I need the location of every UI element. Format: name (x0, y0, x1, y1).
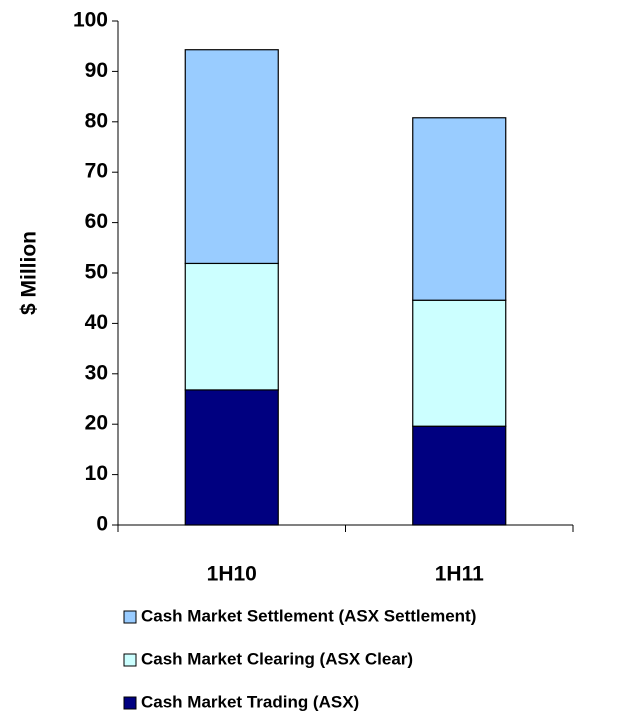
bar-segment (412, 117, 507, 301)
y-tick-label: 70 (85, 160, 108, 183)
y-tick-label: 20 (85, 412, 108, 435)
legend-swatch (123, 610, 137, 624)
legend-label: Cash Market Trading (ASX) (141, 692, 359, 711)
legend-swatch (123, 653, 137, 667)
y-tick-label: 50 (85, 261, 108, 284)
legend-label: Cash Market Settlement (ASX Settlement) (141, 606, 476, 625)
x-tick-label: 1H10 (207, 563, 257, 586)
bar-segment (184, 262, 279, 391)
legend-label: Cash Market Clearing (ASX Clear) (141, 649, 413, 668)
x-tick-label: 1H11 (435, 563, 484, 586)
y-tick-label: 10 (85, 462, 108, 485)
y-tick-label: 40 (85, 311, 108, 334)
y-tick-label: 0 (96, 513, 108, 536)
legend-swatch (123, 696, 137, 710)
y-axis-label: $ Million (18, 231, 41, 315)
y-tick-label: 60 (85, 210, 108, 233)
bar-segment (184, 49, 279, 265)
bar-segment (412, 299, 507, 427)
y-tick-label: 30 (85, 361, 108, 384)
bar-segment (184, 389, 279, 526)
y-tick-label: 100 (73, 9, 108, 32)
y-tick-label: 80 (85, 109, 108, 132)
bar-segment (412, 425, 507, 526)
y-tick-label: 90 (85, 59, 108, 82)
